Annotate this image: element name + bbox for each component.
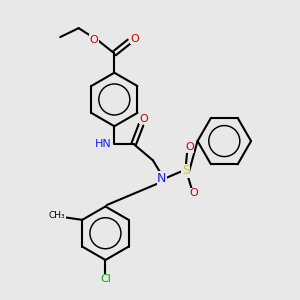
Text: O: O — [131, 34, 140, 44]
Text: O: O — [139, 114, 148, 124]
Text: Cl: Cl — [100, 274, 111, 284]
Text: N: N — [157, 172, 167, 185]
Text: O: O — [90, 35, 98, 45]
Text: O: O — [185, 142, 194, 152]
Text: CH₃: CH₃ — [49, 211, 65, 220]
Text: S: S — [182, 164, 190, 177]
Text: HN: HN — [95, 139, 111, 149]
Text: O: O — [190, 188, 198, 198]
